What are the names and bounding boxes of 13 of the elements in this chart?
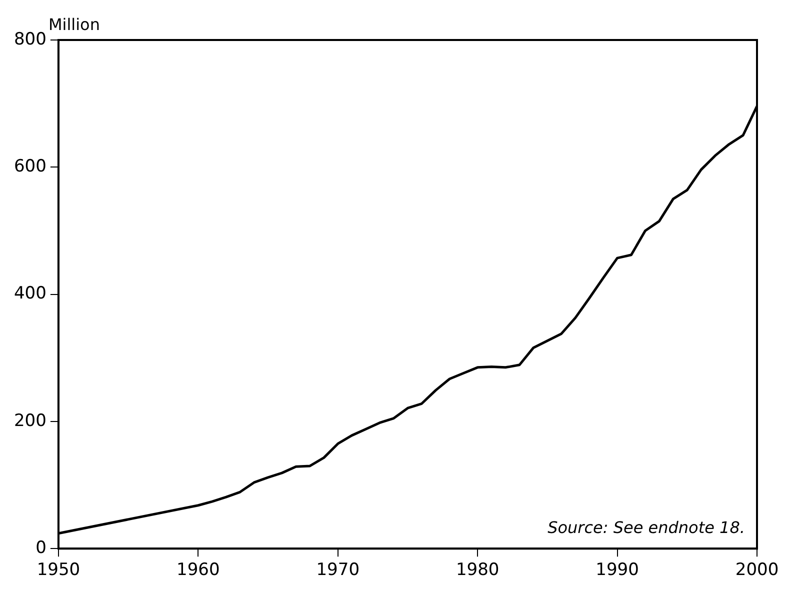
y-axis-title: Million — [48, 15, 100, 34]
y-tick-label: 600 — [14, 156, 46, 177]
x-tick-label: 1980 — [456, 560, 500, 580]
annotation: Source: See endnote 18. — [548, 518, 745, 537]
y-tick-label: 0 — [36, 538, 46, 558]
y-tick-label: 800 — [14, 29, 46, 50]
y-tick-label: 200 — [14, 410, 46, 431]
x-tick-label: 1960 — [176, 560, 220, 580]
x-tick-label: 1970 — [316, 560, 360, 580]
y-tick-label: 400 — [14, 284, 46, 304]
x-tick-label: 1990 — [596, 560, 639, 580]
x-tick-label: 1950 — [36, 560, 80, 580]
x-tick-label: 2000 — [735, 560, 779, 580]
